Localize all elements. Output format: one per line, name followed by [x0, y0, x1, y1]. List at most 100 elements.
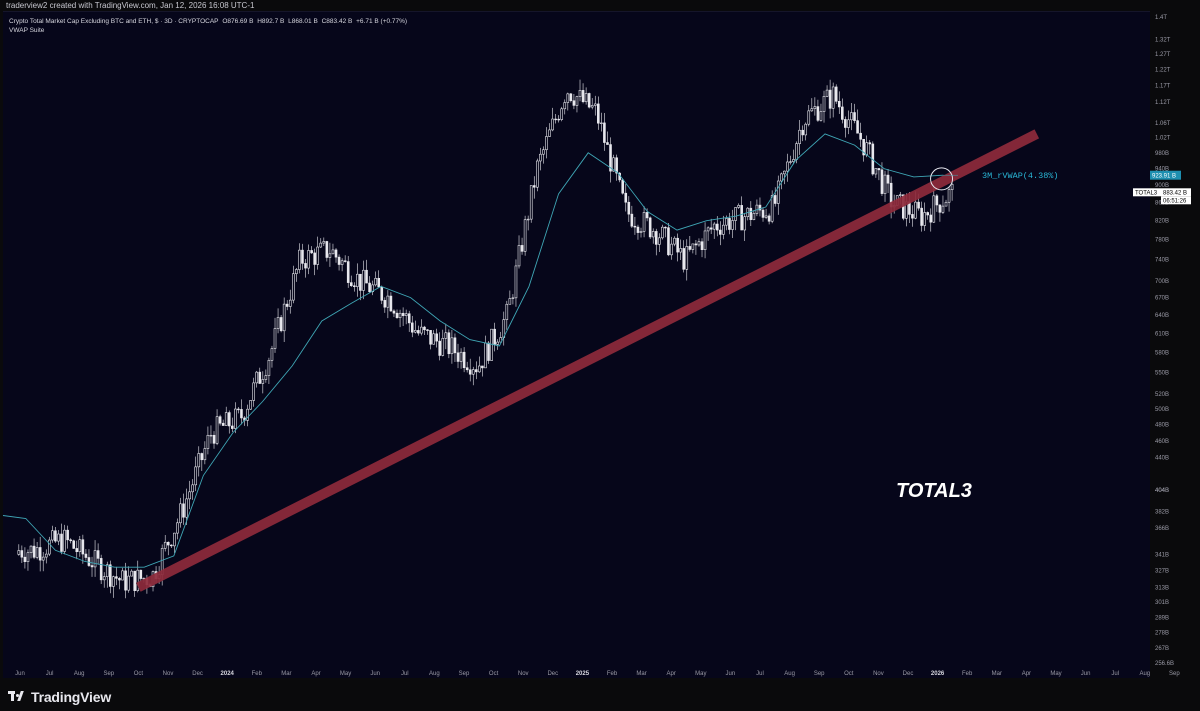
ohlc-high: H892.7 B — [257, 18, 285, 25]
candle-body — [645, 212, 649, 219]
y-tick-label: 1.17T — [1155, 83, 1171, 89]
candle-body — [752, 213, 756, 220]
candle-body — [700, 241, 704, 250]
candle-body — [38, 547, 42, 561]
y-tick-label: 301B — [1155, 600, 1169, 606]
x-tick-label: Jun — [15, 671, 25, 677]
candle-body — [258, 371, 262, 384]
y-tick-label: 341B — [1155, 553, 1169, 559]
candle-body — [816, 106, 820, 121]
chart-plot-area[interactable] — [3, 11, 1150, 678]
candle-body — [200, 453, 204, 461]
x-tick-label: Sep — [459, 671, 470, 677]
candle-body — [810, 108, 814, 112]
candle-body — [712, 223, 716, 230]
candle-body — [923, 212, 926, 226]
candle-body — [749, 207, 753, 220]
candle-body — [353, 285, 356, 287]
candle-body — [444, 332, 448, 339]
x-tick-label: Dec — [192, 671, 203, 677]
candle-body — [456, 352, 460, 362]
candle-body — [170, 544, 173, 547]
x-tick-label: Oct — [844, 671, 854, 677]
candle-body — [282, 303, 286, 332]
y-tick-label: 1.22T — [1155, 67, 1171, 73]
candle-body — [801, 129, 804, 136]
candle-body — [825, 89, 829, 97]
candle-body — [410, 322, 414, 333]
candle-body — [234, 408, 237, 429]
candle-body — [374, 277, 377, 286]
candle-body — [301, 249, 304, 264]
candle-body — [362, 269, 365, 291]
tradingview-logo[interactable]: TradingView — [8, 689, 111, 705]
indicator-legend[interactable]: VWAP Suite — [9, 27, 45, 34]
candle-body — [48, 539, 51, 555]
candle-body — [334, 249, 338, 258]
candle-body — [252, 382, 255, 401]
candle-body — [197, 453, 201, 468]
ohlc-low: L868.01 B — [288, 18, 318, 25]
candle-body — [105, 564, 109, 577]
candle-body — [783, 170, 786, 175]
x-tick-label: Mar — [281, 671, 291, 677]
candle-body — [654, 231, 658, 245]
y-tick-label: 1.02T — [1155, 136, 1171, 142]
x-tick-label: Aug — [784, 671, 795, 677]
tradingview-icon — [8, 691, 26, 703]
candle-body — [87, 557, 91, 566]
ohlc-open: O876.69 B — [222, 18, 254, 25]
candle-body — [850, 112, 853, 121]
candle-body — [664, 226, 667, 229]
candle-body — [685, 246, 689, 270]
candle-body — [273, 328, 277, 349]
x-tick-label: Jul — [401, 671, 409, 677]
candle-body — [807, 110, 811, 125]
x-tick-label: Jul — [1111, 671, 1119, 677]
candle-body — [694, 243, 698, 246]
candle-body — [636, 226, 640, 233]
candle-body — [493, 328, 496, 345]
candle-body — [499, 337, 503, 343]
candle-body — [417, 330, 420, 334]
candle-body — [93, 550, 97, 568]
symbol-tag-text: TOTAL3 — [1135, 190, 1158, 196]
candle-body — [673, 237, 676, 245]
candle-body — [51, 530, 54, 541]
candle-body — [563, 102, 567, 110]
candle-body — [20, 550, 24, 558]
candle-body — [941, 205, 945, 213]
candle-body — [743, 216, 747, 231]
candle-body — [526, 218, 530, 221]
candle-body — [847, 119, 850, 128]
candle-body — [276, 317, 280, 329]
candle-body — [679, 248, 682, 253]
y-tick-label: 1.06T — [1155, 121, 1171, 127]
symbol-name[interactable]: Crypto Total Market Cap Excluding BTC an… — [9, 18, 219, 25]
y-tick-label: 327B — [1155, 569, 1169, 575]
candle-body — [822, 96, 826, 112]
candle-body — [587, 93, 591, 108]
candle-body — [209, 434, 213, 437]
candle-body — [478, 365, 481, 373]
candle-body — [191, 484, 194, 493]
footer-bar: TradingView — [0, 680, 1200, 711]
candle-body — [819, 111, 823, 121]
candle-body — [935, 195, 939, 206]
candle-body — [868, 142, 872, 145]
candle-body — [420, 326, 423, 334]
candle-body — [365, 269, 368, 284]
vwap-value-text: 923.91 B — [1152, 174, 1176, 180]
candle-body — [115, 576, 118, 579]
candle-body — [697, 241, 701, 246]
candle-body — [947, 189, 951, 203]
y-tick-label: 1.32T — [1155, 37, 1171, 43]
y-tick-label: 1.27T — [1155, 52, 1171, 58]
y-tick-label: 440B — [1155, 456, 1169, 462]
candle-body — [856, 120, 859, 134]
candle-body — [179, 503, 182, 524]
vwap-series-line — [2, 133, 944, 568]
candle-body — [938, 204, 942, 213]
candle-body — [96, 550, 100, 559]
